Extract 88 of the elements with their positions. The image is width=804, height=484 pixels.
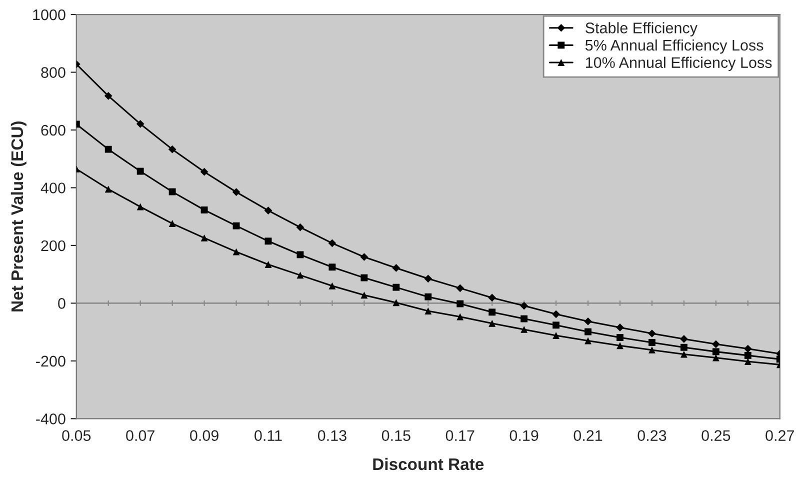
x-tick-label: 0.23 bbox=[638, 430, 666, 441]
point bbox=[168, 188, 176, 196]
point bbox=[616, 342, 624, 350]
point bbox=[104, 92, 112, 100]
point bbox=[456, 284, 464, 292]
point bbox=[488, 308, 496, 316]
point bbox=[584, 337, 592, 344]
point bbox=[360, 274, 368, 282]
point bbox=[328, 239, 336, 248]
point bbox=[456, 313, 464, 320]
x-tick-label: 0.19 bbox=[510, 430, 538, 441]
y-tick-label: 400 bbox=[40, 182, 66, 194]
point bbox=[296, 272, 304, 279]
point bbox=[328, 264, 336, 271]
point bbox=[200, 234, 208, 242]
point bbox=[648, 330, 656, 338]
point bbox=[712, 348, 720, 356]
point bbox=[392, 284, 400, 291]
x-tick-label: 0.13 bbox=[318, 430, 346, 441]
point bbox=[680, 350, 688, 358]
point bbox=[168, 220, 176, 227]
x-tick-label: 0.17 bbox=[446, 430, 474, 441]
point bbox=[392, 299, 400, 306]
point bbox=[648, 338, 656, 346]
x-tick-label: 0.07 bbox=[126, 430, 154, 441]
point bbox=[616, 324, 624, 332]
legend-label: 10% Annual Efficiency Loss bbox=[586, 56, 772, 71]
y-tick-label: -200 bbox=[36, 356, 66, 367]
point bbox=[680, 344, 688, 351]
point bbox=[136, 168, 144, 175]
y-tick-label: 200 bbox=[41, 240, 66, 252]
x-tick-label: 0.21 bbox=[574, 430, 602, 441]
y-axis-title: Net Present Value (ECU) bbox=[10, 122, 26, 312]
point bbox=[584, 317, 592, 326]
point bbox=[264, 261, 272, 268]
x-axis-title: Discount Rate bbox=[373, 458, 484, 470]
point bbox=[424, 308, 432, 314]
point bbox=[648, 346, 656, 354]
x-tick-label: 0.05 bbox=[62, 430, 91, 441]
point bbox=[744, 352, 752, 359]
point bbox=[392, 264, 400, 272]
point bbox=[200, 206, 208, 214]
y-tick-label: 1000 bbox=[33, 9, 66, 20]
y-tick-label: 800 bbox=[41, 67, 66, 78]
point bbox=[360, 253, 368, 261]
point bbox=[552, 310, 560, 318]
point bbox=[264, 238, 272, 245]
point bbox=[584, 328, 592, 336]
point bbox=[520, 315, 528, 322]
point bbox=[456, 300, 464, 308]
point bbox=[744, 358, 752, 365]
point bbox=[296, 251, 304, 258]
point bbox=[136, 203, 144, 210]
point bbox=[360, 292, 368, 299]
x-tick-label: 0.11 bbox=[254, 430, 282, 441]
point bbox=[712, 354, 720, 362]
x-tick-label: 0.27 bbox=[766, 430, 794, 441]
point bbox=[104, 146, 112, 153]
point bbox=[264, 206, 272, 214]
legend-label: 5% Annual Efficiency Loss bbox=[585, 39, 764, 54]
point bbox=[488, 320, 496, 327]
point bbox=[712, 340, 720, 348]
y-tick-label: 600 bbox=[41, 124, 66, 136]
point bbox=[488, 294, 496, 302]
point bbox=[328, 282, 336, 290]
point bbox=[168, 145, 176, 154]
point bbox=[424, 293, 432, 300]
y-tick-label: 0 bbox=[58, 298, 66, 309]
point bbox=[616, 334, 624, 342]
point bbox=[552, 322, 560, 329]
legend-label: Stable Efficiency bbox=[586, 22, 698, 36]
point bbox=[680, 335, 688, 343]
point bbox=[232, 248, 240, 256]
point bbox=[520, 326, 528, 333]
point bbox=[424, 274, 432, 283]
x-tick-label: 0.09 bbox=[190, 430, 218, 441]
point bbox=[104, 186, 112, 193]
point bbox=[296, 223, 304, 232]
point bbox=[232, 222, 240, 230]
point bbox=[232, 188, 240, 196]
point bbox=[552, 332, 560, 339]
x-tick-label: 0.25 bbox=[702, 430, 730, 441]
point bbox=[200, 168, 208, 176]
y-tick-label: -400 bbox=[36, 414, 66, 424]
point bbox=[520, 302, 528, 310]
x-tick-label: 0.15 bbox=[382, 430, 410, 441]
point bbox=[136, 120, 144, 128]
point bbox=[744, 344, 752, 353]
